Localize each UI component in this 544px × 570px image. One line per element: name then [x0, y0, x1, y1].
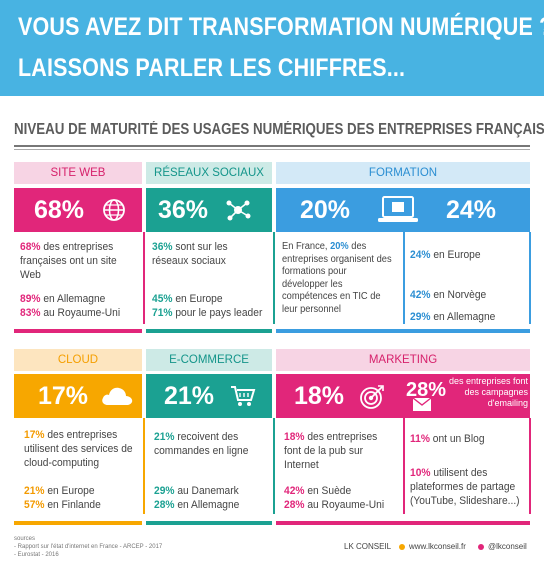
marketing-divider	[403, 418, 405, 514]
marketing-share: 10% utilisent des plateformes de partage…	[410, 467, 520, 507]
reseaux-value: 36%	[158, 196, 209, 224]
formation-band: 20% 24%	[276, 188, 530, 232]
website-dot-icon	[399, 544, 405, 550]
cart-icon	[231, 386, 256, 406]
marketing-band: 18%	[276, 374, 402, 418]
formation-value-fr: 20%	[300, 196, 351, 224]
footer-website[interactable]: www.lkconseil.fr	[409, 542, 466, 551]
envelope-icon	[412, 397, 432, 411]
footer-brand: LK CONSEIL	[344, 542, 392, 551]
footer-sources: sources - Rapport sur l'état d'internet …	[14, 535, 162, 559]
header-title-line2: LAISSONS PARLER LES CHIFFRES...	[18, 54, 406, 82]
footer-twitter[interactable]: @lkconseil	[488, 542, 527, 551]
formation-eu: 24% en Europe	[410, 249, 481, 261]
source-1: - Rapport sur l'état d'internet en Franc…	[14, 544, 163, 550]
reseaux-bottom-rule	[146, 329, 272, 333]
reseaux-lead: 71% pour le pays leader	[152, 307, 263, 319]
formation-no: 42% en Norvège	[410, 289, 487, 301]
source-2: - Eurostat - 2016	[14, 552, 59, 558]
ecommerce-divider	[273, 418, 275, 514]
site-web-value: 68%	[34, 196, 85, 224]
marketing-label: MARKETING	[276, 349, 530, 371]
marketing-value2: 28%	[406, 379, 447, 401]
ecommerce-value: 21%	[164, 382, 215, 410]
site-web-uk: 83% au Royaume-Uni	[20, 307, 121, 319]
marketing-value2-desc: des entreprises font des campagnes d'ema…	[448, 376, 528, 408]
reseaux-label: RÉSEAUX SOCIAUX	[146, 162, 272, 184]
site-web-divider	[143, 232, 145, 324]
reseaux-desc: 36% sont sur les réseaux sociaux	[152, 241, 228, 267]
marketing-desc: 18% des entreprises font de la pub sur I…	[284, 431, 378, 471]
laptop-icon	[378, 196, 418, 222]
cloud-fi: 57% en Finlande	[24, 499, 101, 511]
formation-de: 29% en Allemagne	[410, 311, 496, 323]
ecommerce-band: 21%	[146, 374, 272, 418]
target-icon	[360, 385, 384, 409]
marketing-band-email: 28% des entreprises font des campagnes d…	[402, 374, 530, 418]
reseaux-eu: 45% en Europe	[152, 293, 223, 305]
cloud-bottom-rule	[14, 521, 142, 525]
formation-value-eu: 24%	[446, 196, 497, 224]
marketing-blog: 11% ont un Blog	[410, 433, 485, 445]
ecommerce-desc: 21% recoivent des commandes en ligne	[154, 431, 249, 457]
reseaux-band: 36%	[146, 188, 272, 232]
cloud-icon	[102, 387, 133, 405]
ecommerce-de: 28% en Allemagne	[154, 499, 240, 511]
marketing-se: 42% en Suède	[284, 485, 352, 497]
ecommerce-dk: 29% au Danemark	[154, 485, 239, 497]
marketing-right-divider	[529, 418, 531, 514]
ecommerce-label: E-COMMERCE	[146, 349, 272, 371]
formation-label: FORMATION	[276, 162, 530, 184]
site-web-de: 89% en Allemagne	[20, 293, 106, 305]
sources-title: sources	[14, 536, 36, 542]
cloud-eu: 21% en Europe	[24, 485, 95, 497]
cloud-divider	[143, 418, 145, 514]
formation-desc: En France, 20% des entreprises organisen…	[282, 241, 392, 315]
header-title-line1: VOUS AVEZ DIT TRANSFORMATION NUMÉRIQUE ?	[18, 13, 544, 41]
section-title: NIVEAU DE MATURITÉ DES USAGES NUMÉRIQUES…	[14, 121, 544, 138]
reseaux-divider	[273, 232, 275, 324]
cloud-value: 17%	[38, 382, 89, 410]
site-web-bottom-rule	[14, 329, 142, 333]
marketing-value: 18%	[294, 382, 345, 410]
cloud-desc: 17% des entreprises utilisent des servic…	[24, 429, 133, 469]
globe-icon	[103, 199, 125, 221]
formation-divider	[403, 232, 405, 324]
site-web-label: SITE WEB	[14, 162, 142, 184]
network-icon	[226, 200, 251, 221]
formation-bottom-rule	[276, 329, 530, 333]
title-divider	[14, 145, 530, 147]
header-banner: VOUS AVEZ DIT TRANSFORMATION NUMÉRIQUE ?…	[0, 0, 544, 96]
site-web-desc: 68% des entreprises françaises ont un si…	[20, 241, 117, 281]
marketing-bottom-rule	[276, 521, 530, 525]
ecommerce-bottom-rule	[146, 521, 272, 525]
marketing-uk: 28% au Royaume-Uni	[284, 499, 385, 511]
formation-right-divider	[529, 232, 531, 324]
site-web-band: 68%	[14, 188, 142, 232]
cloud-band: 17%	[14, 374, 142, 418]
twitter-dot-icon	[478, 544, 484, 550]
title-divider-thin	[14, 149, 530, 150]
cloud-label: CLOUD	[14, 349, 142, 371]
